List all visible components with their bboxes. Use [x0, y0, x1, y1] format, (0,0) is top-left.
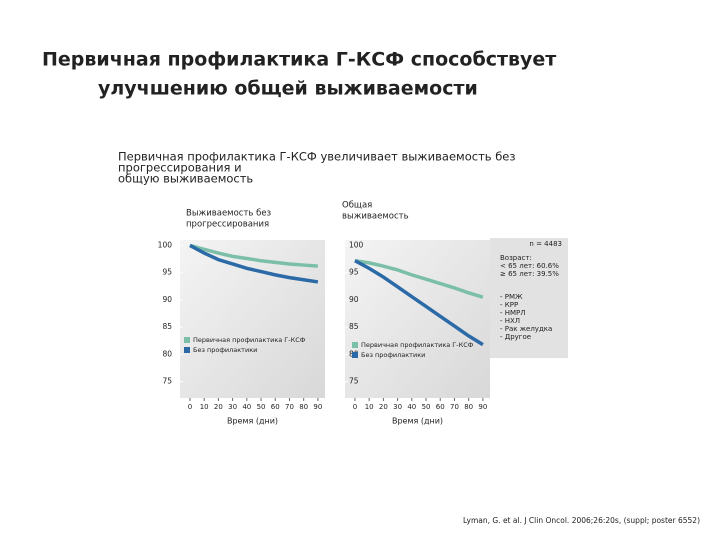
info-box — [490, 238, 568, 358]
x-tick-label: 50 — [257, 403, 266, 411]
x-tick-label: 90 — [313, 403, 322, 411]
x-axis-label: Время (дни) — [227, 417, 278, 426]
x-tick-label: 60 — [436, 403, 445, 411]
x-tick-label: 90 — [478, 403, 487, 411]
plot-area — [345, 240, 490, 398]
legend-label: Первичная профилактика Г-КСФ — [193, 336, 306, 344]
y-tick-label: 95 — [162, 268, 172, 277]
series-line — [189, 243, 319, 284]
subtitle: общую выживаемость — [118, 172, 253, 186]
chart-title: прогрессирования — [186, 220, 269, 230]
subtitle: Первичная профилактика Г-КСФ увеличивает… — [118, 150, 516, 164]
info-type: - РМЖ — [500, 293, 523, 301]
x-axis-label: Время (дни) — [392, 417, 443, 426]
subtitle: прогрессирования и — [118, 161, 242, 175]
legend-label: Первичная профилактика Г-КСФ — [361, 341, 474, 349]
x-tick-label: 0 — [188, 403, 192, 411]
info-age: Возраст: — [500, 254, 532, 262]
x-tick-label: 70 — [285, 403, 294, 411]
y-tick-label: 85 — [162, 322, 172, 331]
y-tick-label: 100 — [349, 240, 364, 249]
legend-label: Без профилактики — [361, 351, 425, 359]
info-type: - Рак желудка — [500, 325, 552, 333]
info-type: - НМРЛ — [500, 309, 526, 317]
info-age: < 65 лет: 60.6% — [500, 262, 559, 270]
citation: Lyman, G. et al. J Clin Oncol. 2006;26:2… — [463, 516, 700, 525]
legend-swatch — [184, 347, 190, 353]
x-tick-label: 80 — [299, 403, 308, 411]
series-line — [189, 243, 319, 268]
y-tick-label: 90 — [162, 295, 172, 304]
y-tick-label: 80 — [162, 349, 172, 358]
chart-title: Выживаемость без — [186, 209, 272, 219]
y-tick-label: 100 — [158, 240, 173, 249]
x-tick-label: 30 — [393, 403, 402, 411]
info-type: - КРР — [500, 301, 518, 309]
title: улучшению общей выживаемости — [98, 78, 478, 100]
chart-title: Общая — [342, 201, 372, 211]
x-tick-label: 0 — [353, 403, 357, 411]
x-tick-label: 20 — [214, 403, 223, 411]
x-tick-label: 60 — [271, 403, 280, 411]
chart-title: выживаемость — [342, 212, 409, 222]
x-tick-label: 40 — [242, 403, 251, 411]
legend-swatch — [184, 337, 190, 343]
x-tick-label: 10 — [365, 403, 374, 411]
x-tick-label: 50 — [422, 403, 431, 411]
info-n: n = 4483 — [529, 240, 562, 248]
info-type: - Другое — [500, 333, 531, 341]
series-line — [354, 258, 484, 299]
info-type: - НХЛ — [500, 317, 520, 325]
legend-swatch — [352, 352, 358, 358]
legend-label: Без профилактики — [193, 346, 257, 354]
legend-swatch — [352, 342, 358, 348]
title: Первичная профилактика Г-КСФ способствуе… — [42, 49, 556, 71]
y-tick-label: 75 — [162, 377, 172, 386]
y-tick-label: 75 — [349, 377, 359, 386]
series-line — [354, 259, 484, 347]
x-tick-label: 40 — [407, 403, 416, 411]
x-tick-label: 70 — [450, 403, 459, 411]
y-tick-label: 85 — [349, 322, 359, 331]
x-tick-label: 80 — [464, 403, 473, 411]
x-tick-label: 30 — [228, 403, 237, 411]
y-tick-label: 90 — [349, 295, 359, 304]
x-tick-label: 10 — [200, 403, 209, 411]
info-age: ≥ 65 лет: 39.5% — [500, 270, 559, 278]
x-tick-label: 20 — [379, 403, 388, 411]
y-tick-label: 95 — [349, 268, 359, 277]
